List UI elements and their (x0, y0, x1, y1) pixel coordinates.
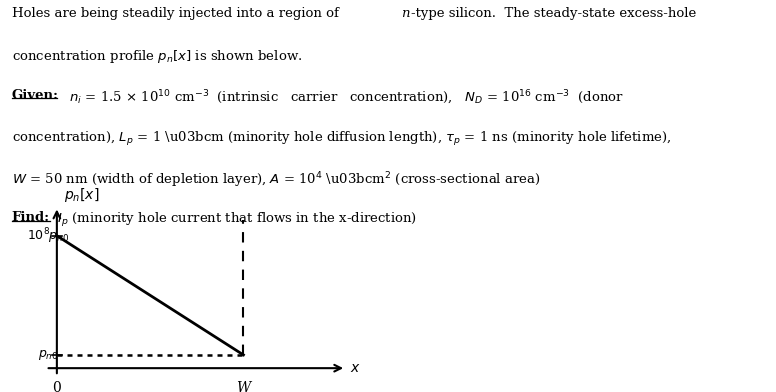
Text: Holes are being steadily injected into a region of: Holes are being steadily injected into a… (12, 7, 343, 20)
Text: $n_i$ = 1.5 $\times$ 10$^{10}$ cm$^{-3}$  (intrinsic   carrier   concentration),: $n_i$ = 1.5 $\times$ 10$^{10}$ cm$^{-3}$… (61, 89, 623, 107)
Text: Find:: Find: (12, 211, 50, 225)
Text: $W$ = 50 nm (width of depletion layer), $A$ = 10$^4$ \u03bcm$^2$ (cross-sectiona: $W$ = 50 nm (width of depletion layer), … (12, 171, 540, 190)
Text: W: W (237, 381, 251, 392)
Text: $x$: $x$ (350, 361, 361, 375)
Text: 0: 0 (53, 381, 61, 392)
Text: Given:: Given: (12, 89, 59, 102)
Text: concentration profile $p_n[x]$ is shown below.: concentration profile $p_n[x]$ is shown … (12, 48, 302, 65)
Text: $I_p$ (minority hole current that flows in the x-direction): $I_p$ (minority hole current that flows … (53, 211, 417, 229)
Text: n: n (401, 7, 410, 20)
Text: concentration), $L_p$ = 1 \u03bcm (minority hole diffusion length), $\tau_p$ = 1: concentration), $L_p$ = 1 \u03bcm (minor… (12, 130, 671, 148)
Text: $10^8 p_{n0}$: $10^8 p_{n0}$ (27, 226, 69, 245)
Text: $p_n[x]$: $p_n[x]$ (64, 186, 99, 204)
Text: $p_{n0}$: $p_{n0}$ (38, 348, 59, 362)
Text: -type silicon.  The steady-state excess-hole: -type silicon. The steady-state excess-h… (411, 7, 696, 20)
